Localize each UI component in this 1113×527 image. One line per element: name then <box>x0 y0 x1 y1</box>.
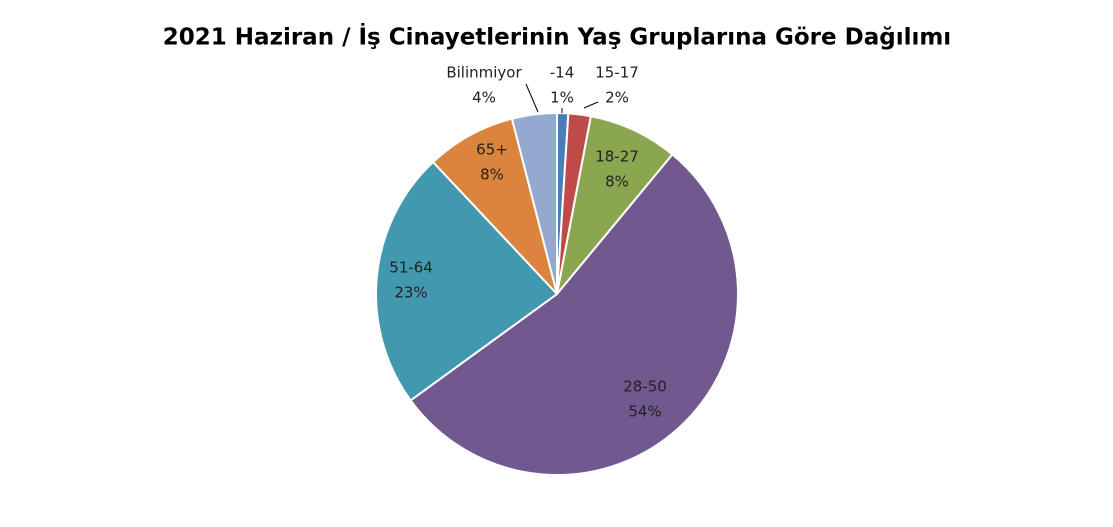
slice-value-label: 54% <box>628 403 661 421</box>
pie-slice <box>409 153 739 476</box>
pie-slice <box>556 115 674 295</box>
slice-category-label: 15-17 <box>595 64 639 82</box>
slice-category-label: Bilinmiyor <box>446 64 522 82</box>
slice-value-label: 23% <box>394 284 427 302</box>
pie-slice <box>431 117 558 295</box>
pie-slice <box>510 111 558 295</box>
pie-slice <box>375 160 559 402</box>
slice-category-label: 28-50 <box>623 378 667 396</box>
slice-value-label: 1% <box>550 89 574 107</box>
slice-category-label: 18-27 <box>595 148 639 166</box>
slice-category-label: 65+ <box>476 141 508 159</box>
slice-value-label: 2% <box>605 89 629 107</box>
chart-title: 2021 Haziran / İş Cinayetlerinin Yaş Gru… <box>163 23 951 51</box>
slice-value-label: 8% <box>480 166 504 184</box>
slice-category-label: 51-64 <box>389 259 433 277</box>
leader-line <box>525 83 539 113</box>
leader-line <box>583 101 599 109</box>
slice-value-label: 8% <box>605 173 629 191</box>
slice-value-label: 4% <box>472 89 496 107</box>
slice-category-label: -14 <box>550 64 575 82</box>
